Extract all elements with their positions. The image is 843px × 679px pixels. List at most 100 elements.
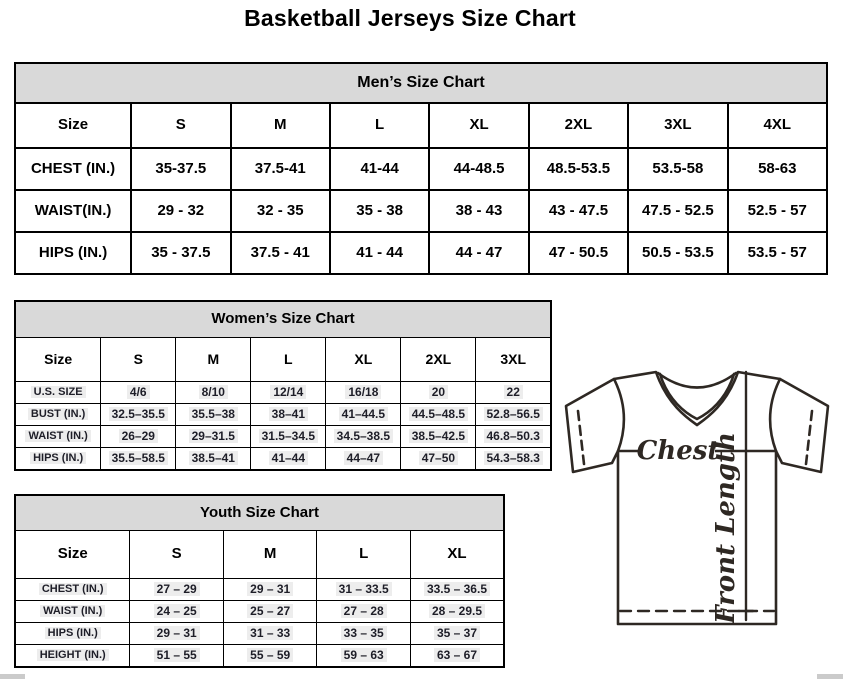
size-value-cell: 31.5–34.5	[250, 425, 327, 448]
size-value-cell: 29–31.5	[175, 425, 252, 448]
size-value-cell: 37.5-41	[229, 147, 331, 191]
row-label: BUST (IN.)	[14, 403, 102, 426]
table-title-row: Youth Size Chart	[14, 494, 505, 531]
table-title-row: Men’s Size Chart	[14, 62, 828, 104]
left-cuff-dashed-line	[576, 409, 586, 466]
size-value-cell: 35 – 37	[409, 622, 505, 645]
size-value-cell: 29 – 31	[222, 578, 318, 601]
table-header-row: Size S M L XL	[14, 530, 505, 579]
size-value-cell: 12/14	[250, 381, 327, 404]
table-title: Women’s Size Chart	[14, 300, 552, 338]
size-value-cell: 52.8–56.5	[475, 403, 552, 426]
size-value-cell: 35.5–58.5	[100, 447, 177, 471]
size-value-cell: 32 - 35	[229, 189, 331, 233]
left-armhole-seam	[612, 377, 626, 453]
column-header: 3XL	[475, 337, 552, 382]
right-cuff-dashed-line	[804, 409, 814, 466]
row-label: HIPS (IN.)	[13, 231, 133, 275]
size-value-cell: 51 – 55	[129, 644, 224, 668]
column-header: L	[316, 530, 411, 579]
table-header-row: Size S M L XL 2XL 3XL	[14, 337, 552, 382]
column-header: Size	[14, 530, 131, 579]
table-title: Men’s Size Chart	[14, 62, 828, 104]
size-value-cell: 46.8–50.3	[475, 425, 552, 448]
size-value-cell: 32.5–35.5	[100, 403, 177, 426]
column-header: 2XL	[527, 102, 630, 149]
column-header: M	[229, 102, 331, 149]
table-row: WAIST (IN.) 26–29 29–31.5 31.5–34.5 34.5–38.…	[14, 425, 552, 448]
row-label: HIPS (IN.)	[14, 622, 131, 645]
size-value-cell: 41–44	[250, 447, 327, 471]
size-value-cell: 47 - 50.5	[527, 231, 630, 275]
size-value-cell: 35-37.5	[130, 147, 232, 191]
column-header: L	[250, 337, 327, 382]
table-row: HEIGHT (IN.) 51 – 55 55 – 59 59 – 63 63 – 67	[14, 644, 505, 668]
table-title: Youth Size Chart	[14, 494, 505, 531]
mens-size-table: Men’s Size Chart Size S M L XL 2XL 3XL 4XL CHEST …	[13, 62, 829, 275]
size-value-cell: 35 - 38	[328, 189, 431, 233]
page-title: Basketball Jerseys Size Chart	[244, 5, 576, 31]
size-value-cell: 33 – 35	[316, 622, 411, 645]
scrollbar-fragment-left[interactable]	[0, 674, 25, 679]
jersey-outline	[564, 370, 830, 626]
collar-inner-line	[658, 372, 736, 421]
jersey-measurement-diagram: Chest Front Length	[564, 370, 830, 626]
size-value-cell: 35.5–38	[175, 403, 252, 426]
row-label: HIPS (IN.)	[14, 447, 102, 471]
size-value-cell: 24 – 25	[129, 600, 224, 623]
scrollbar-fragment-right[interactable]	[817, 674, 843, 679]
table-title-row: Women’s Size Chart	[14, 300, 552, 338]
size-value-cell: 50.5 - 53.5	[627, 231, 729, 275]
size-value-cell: 52.5 - 57	[726, 189, 829, 233]
size-value-cell: 16/18	[325, 381, 402, 404]
size-value-cell: 58-63	[726, 147, 829, 191]
size-value-cell: 22	[475, 381, 552, 404]
size-value-cell: 38.5–42.5	[400, 425, 477, 448]
size-value-cell: 47.5 - 52.5	[627, 189, 729, 233]
table-row: WAIST(IN.) 29 - 32 32 - 35 35 - 38 38 - 43 43…	[13, 189, 829, 233]
column-header: M	[175, 337, 252, 382]
table-header-row: Size S M L XL 2XL 3XL 4XL	[13, 102, 829, 149]
row-label: CHEST (IN.)	[13, 147, 133, 191]
size-value-cell: 41-44	[328, 147, 431, 191]
table-row: CHEST (IN.) 35-37.5 37.5-41 41-44 44-48.5 48.…	[13, 147, 829, 191]
column-header: XL	[428, 102, 530, 149]
womens-size-table: Women’s Size Chart Size S M L XL 2XL 3XL U.S. SI…	[14, 300, 552, 471]
column-header: Size	[14, 337, 102, 382]
table-row: HIPS (IN.) 35 - 37.5 37.5 - 41 41 - 44 44 - …	[13, 231, 829, 275]
size-value-cell: 44.5–48.5	[400, 403, 477, 426]
size-value-cell: 44 - 47	[428, 231, 530, 275]
column-header: 3XL	[627, 102, 729, 149]
collar-top-arc	[656, 371, 738, 389]
column-header: XL	[325, 337, 402, 382]
row-label: WAIST(IN.)	[13, 189, 133, 233]
size-value-cell: 43 - 47.5	[527, 189, 630, 233]
size-value-cell: 59 – 63	[316, 644, 411, 668]
column-header: M	[222, 530, 318, 579]
table-row: HIPS (IN.) 29 – 31 31 – 33 33 – 35 35 – 37	[14, 622, 505, 645]
size-value-cell: 38 - 43	[428, 189, 530, 233]
chest-label: Chest	[637, 436, 720, 466]
column-header: S	[129, 530, 224, 579]
size-value-cell: 20	[400, 381, 477, 404]
column-header: 2XL	[400, 337, 477, 382]
size-value-cell: 38.5–41	[175, 447, 252, 471]
size-value-cell: 31 – 33.5	[316, 578, 411, 601]
column-header: 4XL	[726, 102, 829, 149]
youth-size-table: Youth Size Chart Size S M L XL CHEST (IN.) 27 –…	[14, 494, 505, 668]
row-label: CHEST (IN.)	[14, 578, 131, 601]
size-value-cell: 37.5 - 41	[229, 231, 331, 275]
size-value-cell: 63 – 67	[409, 644, 505, 668]
table-row: WAIST (IN.) 24 – 25 25 – 27 27 – 28 28 – 29.…	[14, 600, 505, 623]
size-value-cell: 54.3–58.3	[475, 447, 552, 471]
size-value-cell: 27 – 28	[316, 600, 411, 623]
size-value-cell: 35 - 37.5	[130, 231, 232, 275]
column-header: XL	[409, 530, 505, 579]
row-label: U.S. SIZE	[14, 381, 102, 404]
table-row: U.S. SIZE 4/6 8/10 12/14 16/18 20 22	[14, 381, 552, 404]
row-label: WAIST (IN.)	[14, 600, 131, 623]
front-length-label: Front Length	[711, 432, 741, 625]
chest-label-backdrop	[641, 436, 715, 464]
size-value-cell: 8/10	[175, 381, 252, 404]
row-label: HEIGHT (IN.)	[14, 644, 131, 668]
